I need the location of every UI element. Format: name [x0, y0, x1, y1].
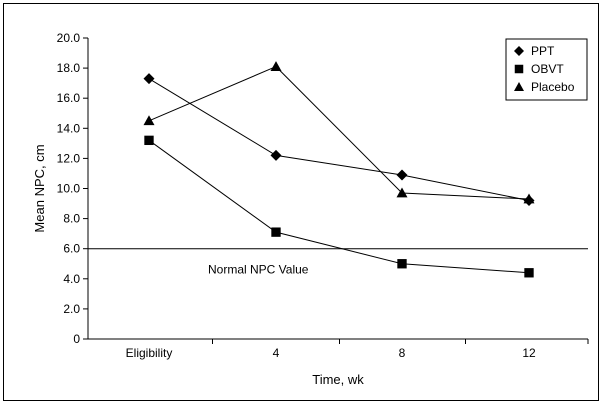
- data-point-triangle: [270, 61, 282, 71]
- data-point-diamond: [514, 46, 524, 56]
- y-tick-label: 2.0: [63, 302, 80, 316]
- x-axis-ticks: Eligibility 4 8 12: [126, 339, 589, 360]
- y-axis-ticks: 0 2.0 4.0 6.0 8.0 10.0 12.0 14.0 16.0 18.0 20.0: [57, 31, 88, 346]
- legend-item: OBVT: [514, 62, 564, 76]
- data-point-square: [524, 268, 534, 278]
- data-point-diamond: [270, 149, 282, 161]
- legend-label: OBVT: [531, 62, 564, 76]
- x-tick-label: 12: [522, 346, 536, 360]
- y-tick-label: 0: [73, 332, 80, 346]
- y-tick-label: 14.0: [57, 121, 81, 135]
- data-point-triangle: [396, 187, 408, 198]
- series-line: [148, 139, 530, 274]
- y-tick-label: 12.0: [57, 151, 81, 165]
- data-point-triangle: [514, 82, 524, 91]
- series-placebo: [143, 61, 535, 204]
- reference-line-label: Normal NPC Value: [208, 263, 309, 277]
- series-ppt: [143, 73, 535, 207]
- data-point-triangle: [523, 193, 535, 204]
- legend-item: Placebo: [514, 80, 575, 94]
- data-point-diamond: [396, 169, 408, 181]
- y-tick-label: 18.0: [57, 61, 81, 75]
- series-line: [148, 66, 530, 200]
- legend: PPT OBVT Placebo: [505, 38, 588, 101]
- x-axis-title: Time, wk: [312, 372, 364, 387]
- x-tick-label: Eligibility: [126, 346, 173, 360]
- legend-item: PPT: [514, 44, 555, 58]
- x-tick-label: 8: [399, 346, 406, 360]
- legend-label: PPT: [531, 44, 555, 58]
- data-point-triangle: [143, 115, 155, 126]
- series-layer: [143, 61, 535, 278]
- y-tick-label: 6.0: [63, 242, 80, 256]
- x-tick-label: 4: [273, 346, 280, 360]
- legend-label: Placebo: [531, 80, 575, 94]
- series-line: [148, 78, 530, 202]
- y-tick-label: 4.0: [63, 272, 80, 286]
- y-tick-label: 8.0: [63, 212, 80, 226]
- data-point-diamond: [143, 73, 155, 85]
- series-obvt: [144, 135, 534, 278]
- y-axis-title: Mean NPC, cm: [32, 144, 47, 232]
- data-point-square: [397, 259, 407, 269]
- y-tick-label: 10.0: [57, 182, 81, 196]
- y-tick-label: 16.0: [57, 91, 81, 105]
- data-point-square: [144, 135, 154, 146]
- data-point-square: [514, 64, 524, 74]
- data-point-square: [271, 227, 281, 237]
- y-tick-label: 20.0: [57, 31, 81, 45]
- chart-frame: [3, 3, 599, 401]
